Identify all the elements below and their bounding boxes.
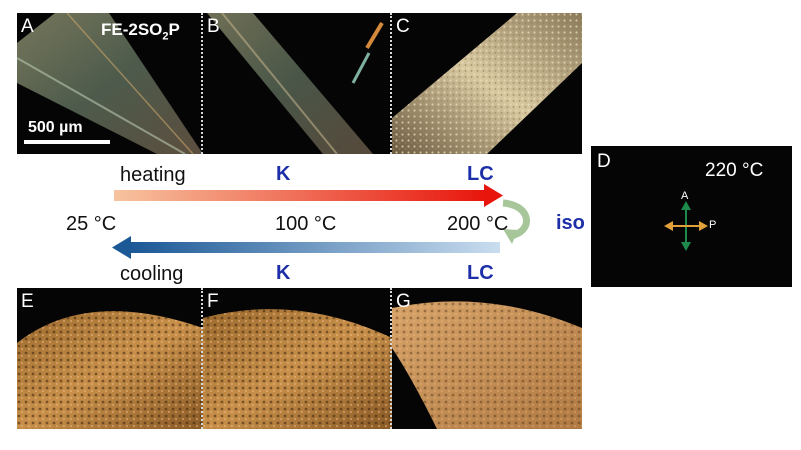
micrograph-row-top — [17, 13, 582, 154]
panel-d-temperature: 220 °C — [705, 160, 764, 181]
temp-25: 25 °C — [66, 213, 117, 235]
micrograph-panel-d — [591, 146, 792, 287]
heating-label: heating — [120, 164, 186, 186]
micrograph-bottom-image — [17, 301, 582, 429]
panel-label-c: C — [396, 16, 410, 37]
panel-divider — [201, 13, 203, 154]
scale-bar — [24, 140, 110, 144]
sample-title-main: FE-2SO — [101, 20, 163, 39]
panel-label-g: G — [396, 291, 411, 312]
cooling-arrow — [112, 236, 500, 259]
cooling-phase-lc: LC — [467, 262, 494, 284]
temp-100: 100 °C — [275, 213, 337, 235]
panel-divider — [201, 288, 203, 429]
sample-title-end: P — [168, 20, 180, 39]
analyzer-label: A — [681, 190, 689, 202]
panel-label-f: F — [207, 291, 219, 312]
heating-phase-lc: LC — [467, 163, 494, 185]
panel-divider — [390, 13, 392, 154]
temp-200: 200 °C — [447, 213, 509, 235]
micrograph-row-bottom — [17, 288, 582, 429]
panel-divider — [390, 288, 392, 429]
panel-label-d: D — [597, 151, 611, 172]
cooling-label: cooling — [120, 263, 184, 285]
cooling-phase-k: K — [276, 262, 291, 284]
sample-title: FE-2SO2P — [101, 20, 180, 42]
micrograph-top-image — [17, 13, 582, 154]
heating-arrow — [114, 184, 503, 207]
heating-phase-k: K — [276, 163, 291, 185]
crossed-polarizer-indicator — [664, 201, 708, 251]
panel-label-a: A — [21, 16, 34, 37]
scale-bar-label: 500 µm — [28, 119, 83, 136]
polarizer-label: P — [709, 219, 717, 231]
sample-title-subscript: 2 — [162, 30, 169, 43]
panel-label-e: E — [21, 291, 34, 312]
panel-label-b: B — [207, 16, 220, 37]
iso-label: iso — [556, 212, 585, 234]
